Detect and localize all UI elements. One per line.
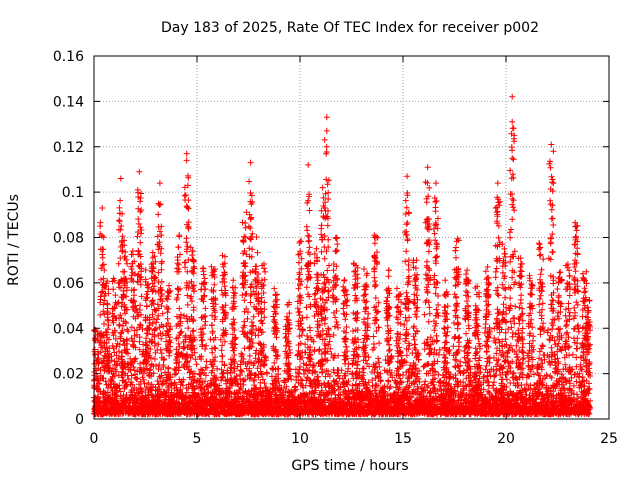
data-point [269,365,276,372]
data-point [160,323,167,330]
data-point [492,268,499,275]
data-point [165,364,172,371]
data-point [250,313,257,320]
data-point [306,268,313,275]
data-point [569,351,576,358]
data-point [135,220,142,227]
data-point [342,316,349,323]
data-point [548,173,555,180]
data-point [433,332,440,339]
data-point [537,251,544,258]
data-point [193,361,200,368]
data-point [507,234,514,241]
data-point [164,315,171,322]
data-point [370,333,377,340]
data-point [441,325,447,332]
data-point [431,230,438,237]
data-point [450,343,457,350]
data-point [333,319,340,325]
data-point [539,300,546,307]
data-point [426,310,433,317]
data-point [403,352,410,359]
data-point [207,336,214,343]
data-point [463,330,469,337]
data-point [573,227,580,234]
data-point [135,216,142,223]
data-point [376,363,383,370]
data-point [509,216,516,223]
data-point [149,320,156,327]
data-point [386,346,393,353]
data-point [442,277,449,284]
data-point [512,303,519,310]
data-point [394,365,401,372]
data-point [491,379,497,386]
data-point [158,266,165,273]
data-point [360,365,367,372]
data-point [537,292,544,299]
data-point [295,285,302,292]
data-point [176,305,183,312]
data-point [300,327,306,334]
chart-title: Day 183 of 2025, Rate Of TEC Index for r… [161,20,539,36]
data-point [370,341,377,347]
data-points [91,93,594,418]
data-point [100,261,107,268]
data-point [211,281,218,288]
data-point [582,288,589,295]
data-point [324,222,331,229]
data-point [432,237,439,244]
data-point [455,321,462,327]
data-point [376,340,383,347]
data-point [539,342,546,349]
data-point [188,298,195,305]
data-point [350,328,356,335]
data-point [375,355,382,362]
data-point [305,238,312,245]
data-point [413,305,420,312]
data-point [363,298,370,305]
data-point [494,291,501,297]
data-point [335,324,341,331]
data-point [565,344,572,351]
data-point [465,349,472,356]
